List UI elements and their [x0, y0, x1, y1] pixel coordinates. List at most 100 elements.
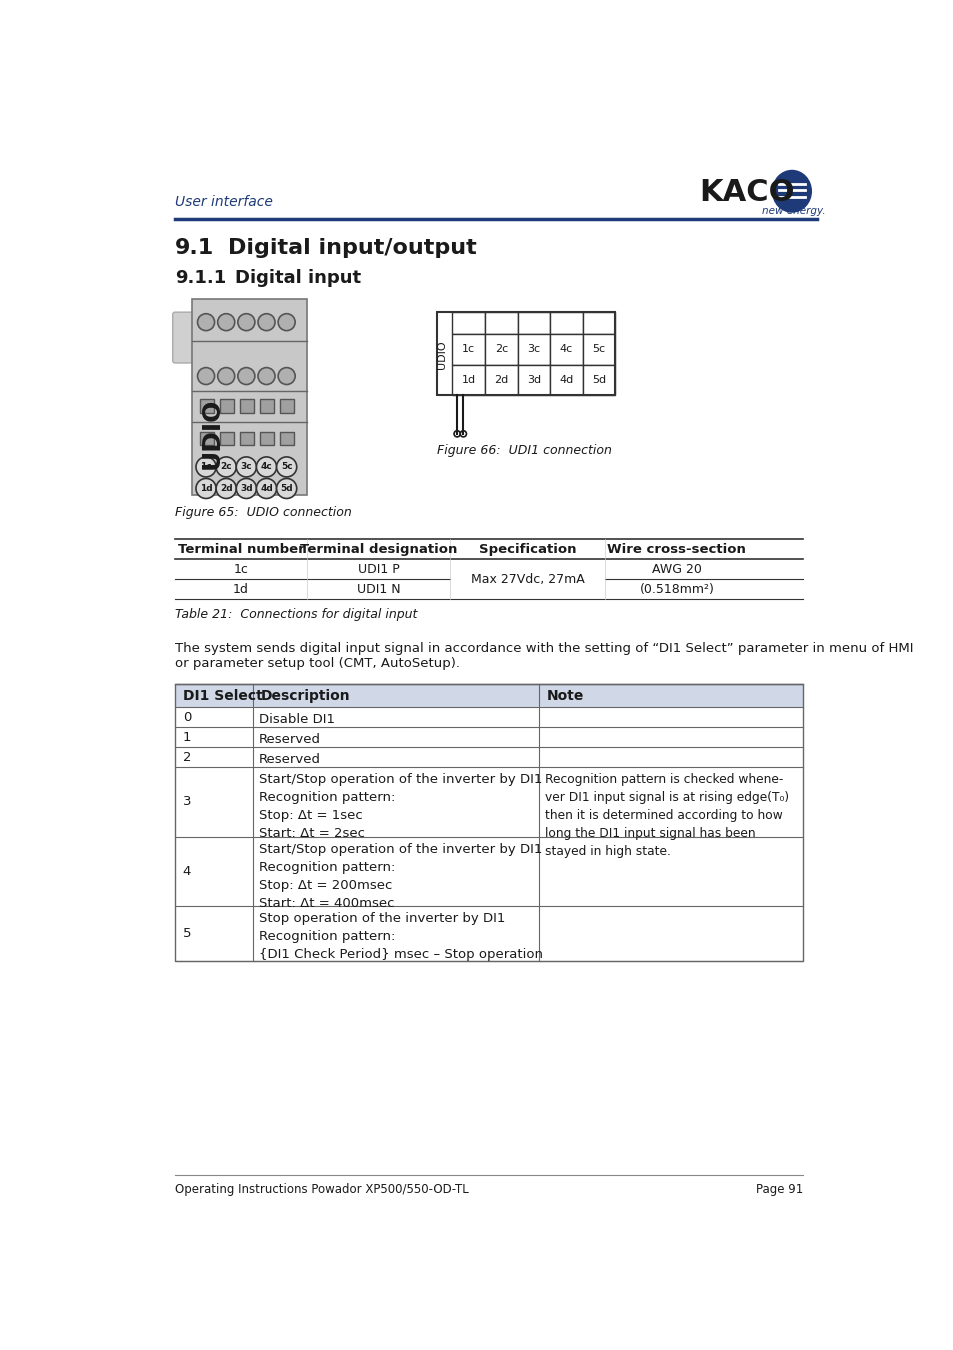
Text: (0.518mm²): (0.518mm²)	[639, 583, 714, 595]
Text: 5c: 5c	[280, 463, 293, 471]
Text: Reserved: Reserved	[258, 733, 320, 747]
Bar	[260, 432, 274, 446]
Circle shape	[195, 478, 216, 498]
Circle shape	[236, 478, 256, 498]
Text: Table 21:  Connections for digital input: Table 21: Connections for digital input	[174, 609, 417, 621]
Circle shape	[217, 367, 234, 385]
Circle shape	[278, 313, 294, 331]
Text: Digital input/output: Digital input/output	[228, 238, 476, 258]
Text: Note: Note	[546, 688, 584, 702]
Text: KACO: KACO	[699, 178, 794, 208]
Bar	[484, 364, 517, 396]
Bar	[240, 400, 253, 413]
FancyBboxPatch shape	[172, 312, 194, 363]
Text: DI1 Select: DI1 Select	[183, 688, 262, 702]
Text: User interface: User interface	[174, 194, 273, 209]
Text: 1d: 1d	[199, 485, 213, 493]
Circle shape	[237, 313, 254, 331]
Text: 4: 4	[183, 864, 191, 878]
Circle shape	[216, 456, 236, 477]
Text: new energy.: new energy.	[761, 205, 825, 216]
Text: Description: Description	[260, 688, 350, 702]
Circle shape	[256, 478, 276, 498]
Text: Disable DI1: Disable DI1	[258, 713, 335, 726]
Text: Figure 66:  UDI1 connection: Figure 66: UDI1 connection	[436, 444, 611, 458]
Circle shape	[276, 456, 296, 477]
Bar	[260, 400, 274, 413]
Circle shape	[237, 367, 254, 385]
Text: 3c: 3c	[240, 463, 252, 471]
Text: 2c: 2c	[220, 463, 232, 471]
Circle shape	[257, 367, 274, 385]
Bar	[199, 400, 213, 413]
Bar	[582, 364, 615, 396]
Text: 2d: 2d	[219, 485, 233, 493]
Text: 5d: 5d	[591, 375, 605, 385]
Bar	[452, 364, 484, 396]
Bar	[240, 432, 253, 446]
Bar	[436, 312, 615, 396]
Bar	[517, 333, 550, 364]
Text: 3d: 3d	[240, 485, 253, 493]
Text: Stop operation of the inverter by DI1
Recognition pattern:
{DI1 Check Period} ms: Stop operation of the inverter by DI1 Re…	[258, 913, 542, 961]
Bar	[550, 333, 582, 364]
Text: Figure 65:  UDIO connection: Figure 65: UDIO connection	[174, 506, 352, 518]
Circle shape	[276, 478, 296, 498]
Bar	[517, 364, 550, 396]
Bar	[550, 364, 582, 396]
Text: 9.1.1: 9.1.1	[174, 269, 226, 286]
Text: Start/Stop operation of the inverter by DI1
Recognition pattern:
Stop: Δt = 200m: Start/Stop operation of the inverter by …	[258, 842, 541, 910]
Text: 1: 1	[183, 730, 192, 744]
Circle shape	[216, 478, 236, 498]
Text: 3c: 3c	[527, 344, 539, 354]
Text: Terminal number: Terminal number	[177, 543, 304, 556]
Bar	[550, 312, 582, 333]
Text: 3d: 3d	[526, 375, 540, 385]
Text: Max 27Vdc, 27mA: Max 27Vdc, 27mA	[471, 572, 584, 586]
Bar	[582, 333, 615, 364]
Bar	[582, 312, 615, 333]
Bar	[280, 400, 294, 413]
Text: Operating Instructions Powador XP500/550-OD-TL: Operating Instructions Powador XP500/550…	[174, 1184, 468, 1196]
Text: AWG 20: AWG 20	[651, 563, 701, 576]
Text: 5d: 5d	[280, 485, 293, 493]
Circle shape	[454, 431, 459, 437]
Circle shape	[459, 431, 466, 437]
Text: 5: 5	[183, 927, 192, 940]
Text: Recognition pattern is checked whene-
ver DI1 input signal is at rising edge(T₀): Recognition pattern is checked whene- ve…	[545, 774, 789, 859]
Bar	[199, 432, 213, 446]
Bar	[280, 432, 294, 446]
Text: 4c: 4c	[260, 463, 273, 471]
Text: Page 91: Page 91	[755, 1184, 802, 1196]
Text: Specification: Specification	[478, 543, 576, 556]
Text: 4c: 4c	[559, 344, 573, 354]
Circle shape	[195, 456, 216, 477]
Text: 2: 2	[183, 751, 192, 764]
Text: 2d: 2d	[494, 375, 508, 385]
Text: 1d: 1d	[461, 375, 476, 385]
Circle shape	[197, 313, 214, 331]
Bar	[452, 333, 484, 364]
Text: Digital input: Digital input	[235, 269, 361, 286]
Bar	[484, 312, 517, 333]
Text: 1c: 1c	[233, 563, 248, 576]
Circle shape	[256, 456, 276, 477]
Text: 4d: 4d	[558, 375, 573, 385]
Text: 1c: 1c	[200, 463, 212, 471]
Circle shape	[257, 313, 274, 331]
Text: 2c: 2c	[495, 344, 507, 354]
Text: Terminal designation: Terminal designation	[299, 543, 456, 556]
Text: 3: 3	[183, 795, 192, 809]
Ellipse shape	[772, 170, 810, 212]
Text: Reserved: Reserved	[258, 753, 320, 767]
Text: The system sends digital input signal in accordance with the setting of “DI1 Sel: The system sends digital input signal in…	[174, 641, 913, 670]
Circle shape	[278, 367, 294, 385]
Circle shape	[236, 456, 256, 477]
Text: Start/Stop operation of the inverter by DI1
Recognition pattern:
Stop: Δt = 1sec: Start/Stop operation of the inverter by …	[258, 774, 541, 841]
Text: UDI1 N: UDI1 N	[356, 583, 400, 595]
Circle shape	[197, 367, 214, 385]
Text: 5c: 5c	[592, 344, 605, 354]
Bar	[452, 312, 484, 333]
Text: 1c: 1c	[461, 344, 475, 354]
Text: UDIO: UDIO	[199, 398, 224, 470]
